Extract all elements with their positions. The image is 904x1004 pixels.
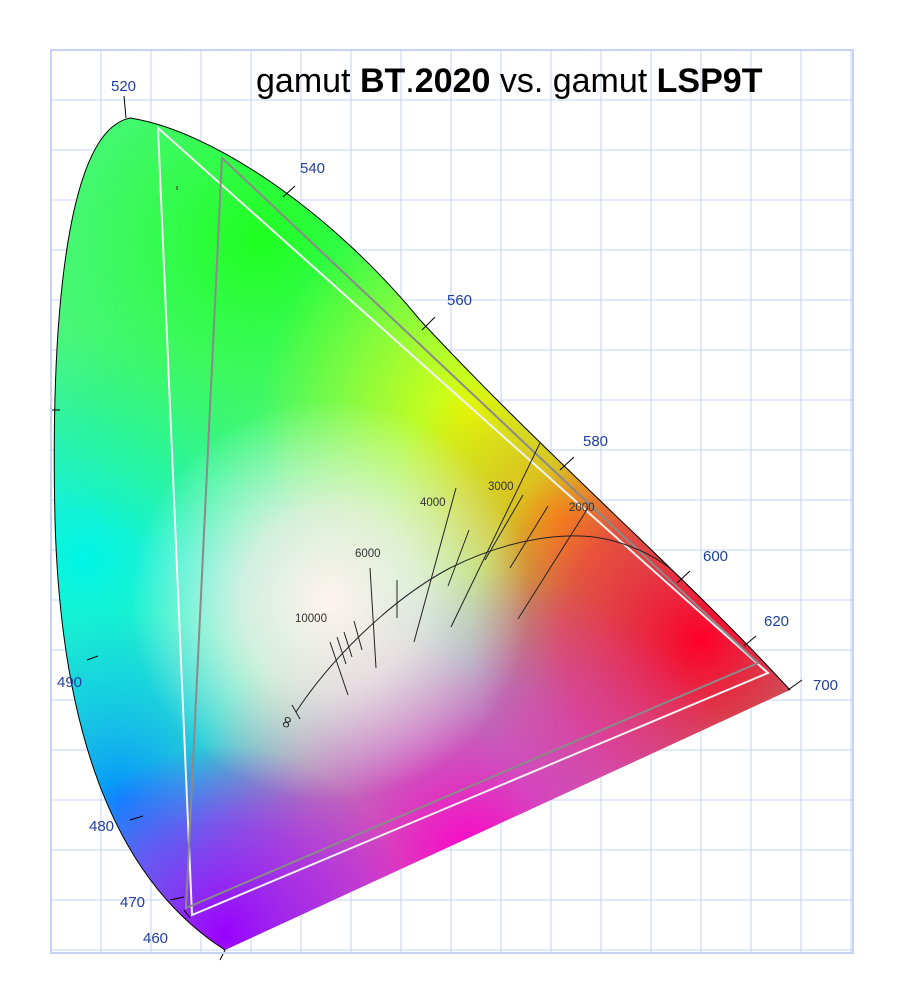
cct-label: 4000	[420, 497, 446, 509]
cct-label: 10000	[295, 613, 327, 625]
title-dot: .	[405, 62, 414, 100]
title-bt: BT	[360, 62, 406, 100]
title: gamut BT.2020 vs. gamut LSP9T	[256, 62, 763, 100]
cct-labels: 10000 6000 4000 3000 2000	[295, 481, 595, 625]
infinity-label: ∞	[275, 712, 299, 732]
wavelength-labels: 520 540 560 580 600 620 700 490 480 470 …	[57, 78, 838, 947]
wavelength-label: 700	[813, 677, 838, 694]
title-2020: 2020	[415, 62, 491, 100]
wavelength-label: 560	[447, 292, 472, 309]
wavelength-label: 460	[143, 930, 168, 947]
wavelength-label: 600	[703, 548, 728, 565]
wavelength-label: 480	[89, 818, 114, 835]
title-prefix: gamut	[256, 62, 360, 100]
planckian-locus	[295, 535, 673, 713]
cct-label: 2000	[569, 502, 595, 514]
wavelength-label: 470	[120, 894, 145, 911]
spectral-locus-outline	[53, 117, 791, 951]
wavelength-label: 620	[764, 613, 789, 630]
wavelength-label: 490	[57, 674, 82, 691]
wavelength-ticks	[51, 95, 803, 961]
bt2020-gamut-triangle	[156, 125, 770, 917]
title-middle: vs. gamut	[490, 62, 656, 100]
wavelength-label: 580	[583, 433, 608, 450]
plot-frame	[50, 49, 854, 954]
lsp9t-gamut-triangle	[184, 155, 760, 910]
isotemperature-lines	[291, 442, 589, 720]
title-lsp9t: LSP9T	[657, 62, 763, 100]
cct-label: 6000	[355, 548, 381, 560]
wavelength-label: 520	[111, 78, 136, 95]
cct-label: 3000	[488, 481, 514, 493]
wavelength-label: 540	[300, 160, 325, 177]
